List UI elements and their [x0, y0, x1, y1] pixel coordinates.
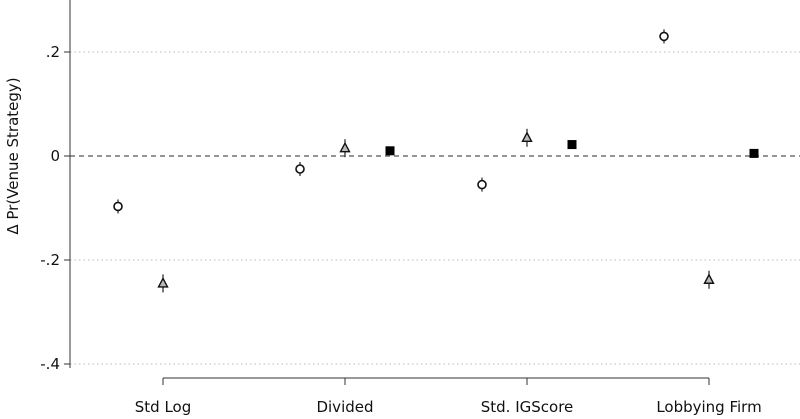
y-tick-label: -.2: [40, 251, 60, 269]
y-tick-label: -.4: [40, 355, 60, 373]
square-marker: [385, 146, 395, 156]
x-tick-label: Std Log: [135, 398, 191, 416]
triangle-marker: [703, 273, 715, 284]
x-tick-label: Std. IGScore: [481, 398, 574, 416]
triangle-marker: [521, 131, 533, 143]
circle-marker: [295, 164, 305, 174]
y-tick-label: .2: [46, 43, 60, 61]
circle-marker: [113, 201, 123, 212]
circle-marker: [477, 179, 487, 190]
triangle-marker: [339, 141, 351, 153]
gridlines: [70, 51, 800, 365]
y-axis-title: Δ Pr(Venue Strategy): [4, 77, 22, 234]
y-tick-label: 0: [50, 147, 60, 165]
square-marker: [567, 140, 577, 150]
data-points: [113, 29, 759, 293]
triangle-marker: [157, 276, 169, 288]
y-ticks: .2 0 -.2 -.4: [40, 43, 70, 373]
x-tick-label: Divided: [316, 398, 373, 416]
circle-marker: [659, 31, 669, 42]
x-tick-label: Lobbying Firm: [656, 398, 761, 416]
square-marker: [749, 148, 759, 158]
x-ticks: Std Log Divided Std. IGScore Lobbying Firm: [135, 378, 762, 416]
